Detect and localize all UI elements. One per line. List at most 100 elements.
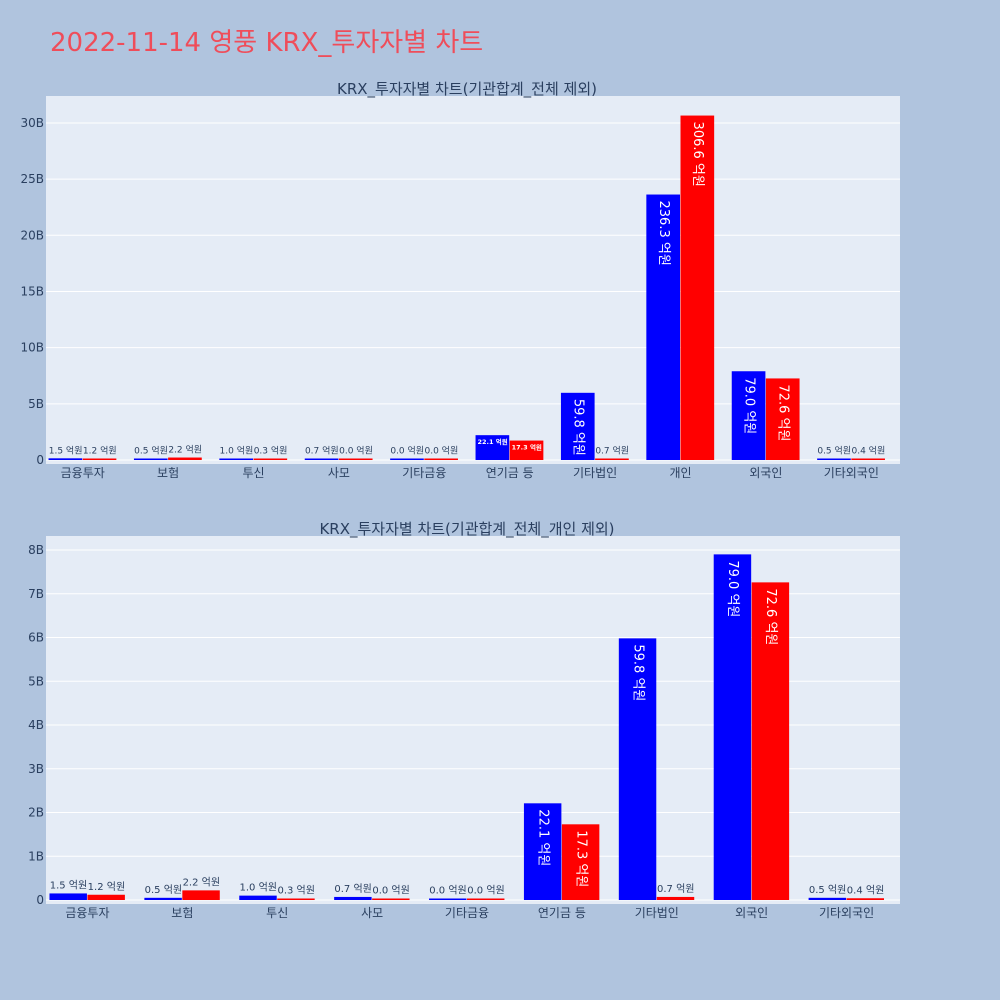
x-tick-label: 외국인 [749, 466, 782, 480]
x-tick-label: 사모 [361, 906, 383, 920]
x-tick-label: 기타금융 [402, 466, 446, 480]
bar-value-label: 0.0 억원 [339, 445, 373, 457]
y-tick-label: 0 [36, 893, 44, 907]
bar-value-label: 0.7 억원 [334, 883, 371, 895]
bar-buy [49, 893, 87, 900]
y-tick-label: 0 [36, 453, 44, 467]
bar-sell [424, 458, 458, 460]
x-tick-label: 기타외국인 [819, 906, 874, 920]
x-tick-label: 금융투자 [61, 466, 105, 480]
y-tick-label: 8B [28, 543, 44, 557]
y-tick-label: 30B [20, 116, 44, 130]
bar-value-label: 0.5 억원 [134, 445, 168, 457]
bar-value-label: 0.0 억원 [429, 885, 466, 897]
bar-value-label: 0.5 억원 [817, 445, 851, 457]
bar-value-label: 1.5 억원 [50, 879, 87, 891]
bar-sell [765, 378, 800, 460]
bar-buy [429, 898, 467, 900]
y-tick-label: 20B [20, 228, 44, 242]
page-title: 2022-11-14 영풍 KRX_투자자별 차트 [50, 28, 484, 58]
bar-value-label: 0.0 억원 [425, 445, 459, 457]
bar-sell [372, 898, 410, 900]
bar-sell [82, 458, 117, 460]
x-tick-label: 연기금 등 [486, 466, 534, 480]
bar-value-label: 0.7 억원 [595, 445, 629, 457]
bar-sell [467, 898, 505, 900]
bar-value-label: 79.0 억원 [725, 560, 740, 617]
bar-sell [846, 898, 885, 900]
bar-value-label: 0.0 억원 [372, 885, 409, 897]
bar-value-label: 0.7 억원 [657, 883, 694, 895]
bar-sell [338, 458, 373, 460]
bar-value-label: 1.0 억원 [240, 882, 277, 894]
x-tick-label: 보험 [157, 466, 179, 480]
x-tick-label: 투신 [242, 466, 264, 480]
bar-sell [509, 440, 544, 460]
chart-title: KRX_투자자별 차트(기관합계_전체 제외) [337, 80, 597, 99]
y-tick-label: 10B [20, 341, 44, 355]
y-tick-label: 7B [28, 587, 44, 601]
y-tick-label: 2B [28, 806, 44, 820]
bar-buy [239, 895, 277, 900]
bar-value-label: 306.6 억원 [690, 122, 705, 187]
bar-buy [219, 458, 253, 460]
bar-value-label: 1.2 억원 [83, 445, 117, 457]
y-tick-label: 5B [28, 397, 44, 411]
chart-1: KRX_투자자별 차트(기관합계_전체 제외) 0 5B 10B 15B 20B 25B 30… [20, 80, 900, 480]
bar-sell [851, 458, 885, 460]
bar-value-label: 0.7 억원 [305, 445, 339, 457]
bar-value-label: 0.0 억원 [390, 445, 424, 457]
bar-sell [751, 582, 790, 900]
bar-value-label: 0.3 억원 [277, 885, 314, 897]
y-tick-label: 15B [20, 284, 44, 298]
bar-buy [48, 458, 83, 460]
bar-value-label: 72.6 억원 [763, 588, 778, 645]
bar-buy [144, 897, 182, 900]
bar-sell [561, 824, 600, 900]
bar-value-label: 22.1 억원 [535, 809, 550, 866]
x-tick-label: 기타법인 [573, 466, 617, 480]
bar-buy [808, 897, 847, 900]
chart-2: KRX_투자자별 차트(기관합계_전체_개인 제외) 0 1B 2B 3B 4B 5B 6B 7… [28, 520, 900, 920]
bar-sell [656, 896, 695, 900]
x-tick-label: 금융투자 [65, 906, 109, 920]
y-tick-label: 6B [28, 631, 44, 645]
bar-buy [713, 554, 752, 900]
bar-value-label: 0.5 억원 [145, 884, 182, 896]
x-tick-label: 기타법인 [635, 906, 679, 920]
bar-sell [595, 458, 629, 460]
x-tick-label: 기타금융 [445, 906, 489, 920]
bar-buy [731, 371, 766, 460]
bar-sell [253, 458, 288, 460]
bar-value-label: 72.6 억원 [775, 384, 790, 441]
bar-buy [646, 194, 680, 460]
bar-buy [334, 896, 372, 900]
bar-value-label: 0.0 억원 [467, 885, 504, 897]
bar-value-label: 0.3 억원 [254, 445, 288, 457]
bar-value-label: 59.8 억원 [630, 644, 645, 701]
bar-value-label: 2.2 억원 [168, 444, 202, 456]
y-tick-label: 4B [28, 718, 44, 732]
y-tick-label: 25B [20, 172, 44, 186]
bar-value-label: 1.0 억원 [220, 445, 254, 457]
bar-buy [817, 458, 851, 460]
bar-value-label: 1.5 억원 [49, 444, 83, 456]
bar-value-label: 0.5 억원 [809, 884, 846, 896]
bar-sell [168, 457, 202, 460]
y-tick-label: 3B [28, 762, 44, 776]
bar-value-label: 0.4 억원 [847, 884, 884, 896]
bar-buy [475, 435, 510, 460]
x-tick-label: 연기금 등 [538, 906, 586, 920]
bar-buy [304, 458, 339, 460]
y-tick-label: 1B [28, 849, 44, 863]
bar-buy [523, 803, 562, 900]
bar-sell [277, 898, 315, 900]
x-tick-label: 사모 [328, 466, 350, 480]
bar-sell [182, 890, 220, 900]
bar-sell [87, 894, 125, 900]
bar-value-label: 0.4 억원 [852, 445, 886, 457]
x-tick-label: 투신 [266, 906, 288, 920]
bar-value-label: 236.3 억원 [656, 201, 671, 266]
x-tick-label: 기타외국인 [824, 466, 879, 480]
bar-value-label: 2.2 억원 [183, 876, 220, 888]
